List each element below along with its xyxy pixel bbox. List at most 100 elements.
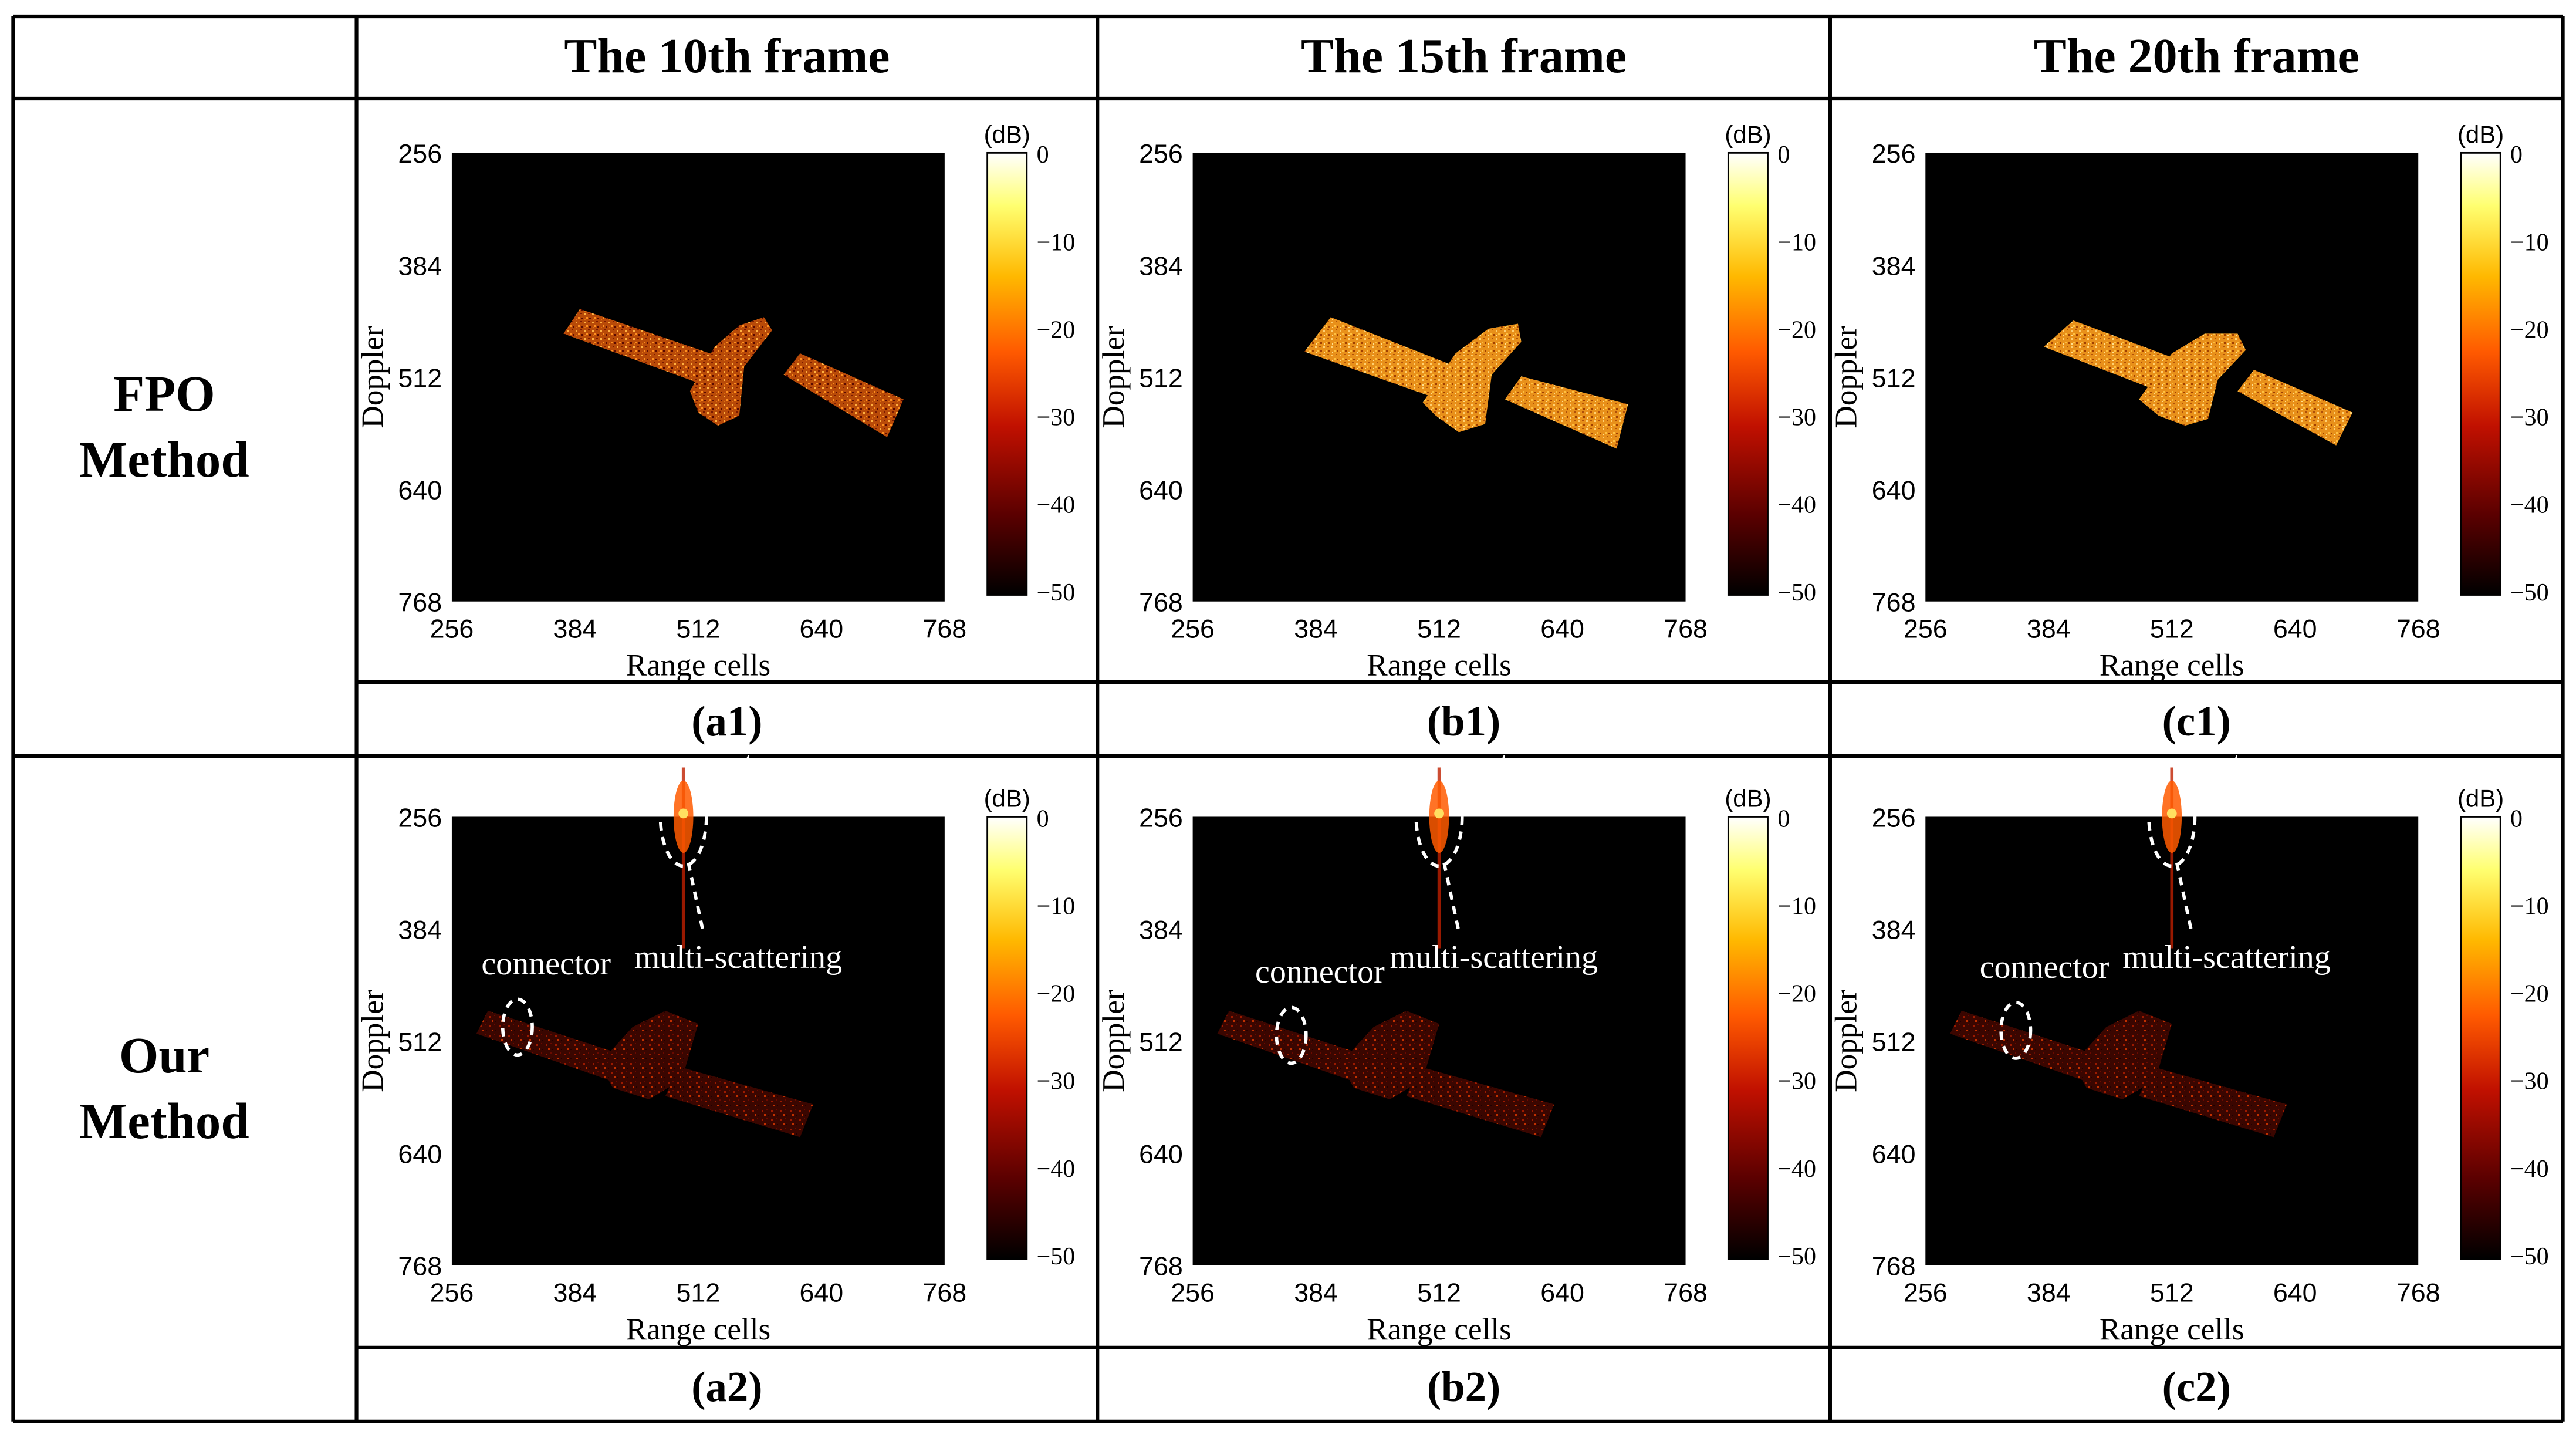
colorbar-tick-label: 0: [1777, 141, 1790, 168]
scatter-peak: [2166, 808, 2177, 819]
colorbar: [986, 816, 1028, 1260]
colorbar-tick-label: 0: [2510, 805, 2523, 832]
colorbar-unit: (dB): [984, 121, 1030, 149]
x-tick-label: 384: [1294, 1278, 1338, 1307]
colorbar-tick-label: −40: [1037, 492, 1076, 519]
row-label: Our: [119, 1027, 209, 1084]
y-tick-label: 256: [1872, 139, 1916, 168]
y-tick-label: 512: [1139, 363, 1183, 393]
colorbar: [2460, 151, 2501, 596]
satellite-body: [2139, 333, 2246, 426]
x-tick-label: 256: [1171, 1278, 1215, 1307]
colorbar-tick-label: −20: [1777, 981, 1816, 1008]
multi-scattering-leader: [2175, 862, 2193, 933]
x-tick-label: 512: [677, 614, 721, 643]
x-tick-label: 640: [2273, 614, 2317, 643]
colorbar-tick-label: −10: [1037, 893, 1076, 920]
satellite-target: [1304, 317, 1628, 449]
colorbar-unit: (dB): [1725, 121, 1771, 149]
row-label: FPO: [113, 366, 215, 422]
x-axis-label: Range cells: [2100, 1312, 2244, 1346]
x-tick-label: 768: [922, 1278, 966, 1307]
x-tick-label: 256: [1904, 614, 1948, 643]
satellite-body: [689, 317, 772, 426]
y-tick-label: 256: [1139, 139, 1183, 168]
x-tick-label: 512: [677, 1278, 721, 1307]
y-tick-label: 512: [1139, 1027, 1183, 1057]
column-header: The 10th frame: [564, 29, 890, 83]
colorbar-tick-label: −30: [1777, 404, 1816, 431]
x-tick-label: 768: [922, 614, 966, 643]
scatter-peak: [678, 808, 689, 819]
y-tick-label: 512: [398, 363, 442, 393]
x-tick-label: 512: [2150, 1278, 2194, 1307]
y-tick-label: 640: [1872, 1140, 1916, 1169]
x-tick-label: 768: [2396, 1278, 2440, 1307]
colorbar-tick-label: −30: [1037, 1068, 1076, 1095]
solar-panel-right: [2139, 1067, 2287, 1138]
colorbar-tick-label: 0: [1777, 805, 1790, 832]
y-axis-label: Doppler: [355, 326, 390, 428]
column-header: The 15th frame: [1301, 29, 1627, 83]
x-tick-label: 256: [1171, 614, 1215, 643]
satellite-body: [599, 1010, 698, 1100]
y-tick-label: 512: [398, 1027, 442, 1057]
colorbar-unit: (dB): [1725, 785, 1771, 812]
x-tick-label: 512: [1417, 614, 1461, 643]
connector-marker: [1275, 1005, 1308, 1065]
solar-panel-right: [1406, 1067, 1554, 1138]
y-tick-label: 384: [398, 251, 442, 281]
colorbar-tick-label: −40: [2510, 1156, 2549, 1183]
colorbar: [2460, 816, 2501, 1260]
antenna-label: antenna: [1469, 745, 1571, 782]
x-tick-label: 512: [2150, 614, 2194, 643]
multi-scattering-label: multi-scattering: [2122, 939, 2330, 976]
scatter-peak: [1434, 808, 1444, 819]
y-tick-label: 768: [398, 1252, 442, 1281]
colorbar-tick-label: −50: [1777, 1243, 1816, 1270]
colorbar-tick-label: −50: [2510, 1243, 2549, 1270]
x-tick-label: 384: [553, 1278, 597, 1307]
y-axis-label: Doppler: [1829, 326, 1864, 428]
satellite-body: [1422, 323, 1522, 433]
colorbar-unit: (dB): [2457, 785, 2504, 812]
x-tick-label: 640: [2273, 1278, 2317, 1307]
panel-caption: (b1): [1427, 697, 1500, 745]
y-tick-label: 768: [1139, 588, 1183, 617]
panel-caption: (c1): [2162, 697, 2231, 745]
x-tick-label: 384: [553, 614, 597, 643]
y-tick-label: 384: [1139, 915, 1183, 944]
colorbar-tick-label: −30: [1777, 1068, 1816, 1095]
x-tick-label: 384: [2027, 1278, 2071, 1307]
y-tick-label: 640: [1872, 475, 1916, 505]
colorbar: [986, 151, 1028, 596]
x-tick-label: 640: [1540, 1278, 1584, 1307]
colorbar-tick-label: −10: [1777, 893, 1816, 920]
connector-label: connector: [1255, 954, 1385, 990]
antenna-label: antenna: [713, 745, 815, 782]
colorbar-tick-label: −50: [1037, 1243, 1076, 1270]
satellite-target: [476, 1010, 813, 1138]
connector-marker: [501, 997, 534, 1057]
antenna-marker: [1414, 765, 1464, 868]
x-axis-label: Range cells: [626, 1312, 771, 1346]
y-axis-label: Doppler: [1096, 990, 1131, 1092]
colorbar-tick-label: −20: [1777, 316, 1816, 343]
colorbar-tick-label: −10: [2510, 893, 2549, 920]
panel-caption: (b2): [1427, 1363, 1500, 1410]
y-tick-label: 384: [1872, 915, 1916, 944]
solar-panel-right: [783, 353, 904, 437]
solar-panel-right: [2237, 369, 2353, 446]
row-label: Method: [79, 431, 249, 488]
colorbar-tick-label: 0: [1037, 805, 1049, 832]
connector-label: connector: [481, 946, 611, 982]
satellite-target: [1950, 1010, 2287, 1138]
y-tick-label: 768: [398, 588, 442, 617]
column-header: The 20th frame: [2034, 29, 2359, 83]
radar-image-panel: connector antenna multi-scattering 256 384 51…: [1829, 745, 2549, 1346]
x-tick-label: 256: [1904, 1278, 1948, 1307]
solar-panel-left: [1304, 317, 1456, 400]
radar-image-panel: connector antenna multi-scattering 256 384 51…: [355, 745, 1075, 1346]
x-tick-label: 768: [1664, 1278, 1708, 1307]
